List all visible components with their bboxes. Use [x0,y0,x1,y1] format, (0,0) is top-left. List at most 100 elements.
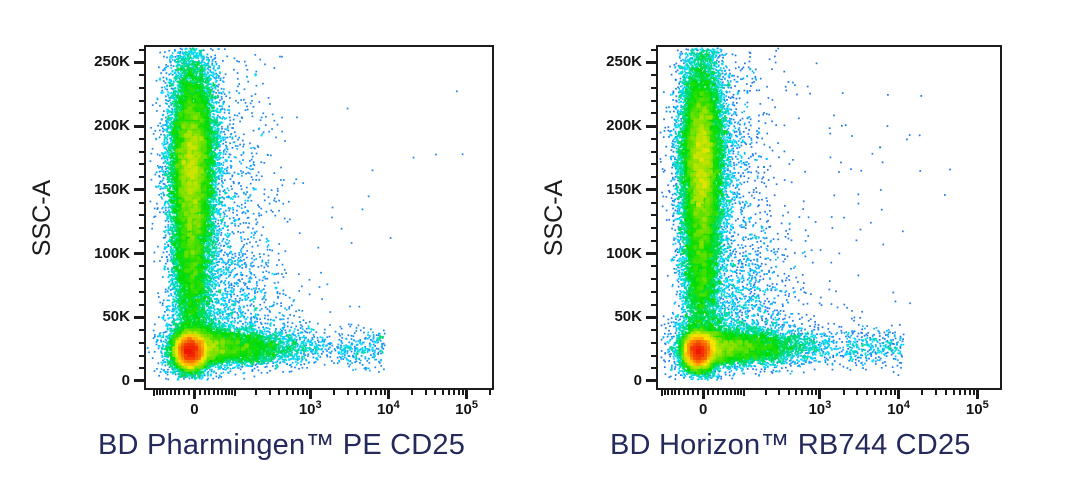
x-minor-tick [737,390,740,395]
y-minor-tick [651,367,656,370]
x-minor-tick [707,390,710,395]
x-minor-tick [964,390,967,395]
y-minor-tick [139,86,144,89]
y-minor-tick [651,290,656,293]
y-major-tick [134,252,144,256]
x-minor-tick [346,390,349,395]
y-minor-tick [651,329,656,332]
x-minor-tick [687,390,690,395]
x-mid-tick [660,390,663,396]
x-minor-tick [375,390,378,395]
plot-frame [656,45,1002,390]
x-minor-tick [379,390,382,395]
y-minor-tick [651,239,656,242]
x-minor-tick [670,390,673,395]
y-tick-label: 0 [121,371,130,389]
x-mid-tick [743,390,746,396]
x-tick-label: 0 [190,401,199,418]
x-minor-tick [921,390,924,395]
x-minor-tick [889,390,892,395]
y-minor-tick [651,278,656,281]
x-minor-tick [155,390,158,395]
x-minor-tick [332,390,335,395]
x-minor-tick [461,390,464,395]
x-minor-tick [712,390,715,395]
density-scatter-canvas [146,47,492,388]
x-minor-tick [169,390,172,395]
x-axis-title: BD Horizon™ RB744 CD25 [610,429,971,461]
x-minor-tick [278,390,281,395]
y-minor-tick [139,201,144,204]
x-minor-tick [691,390,694,395]
x-tick-label: 103 [808,399,832,418]
x-axis-title: BD Pharmingen™ PE CD25 [98,429,466,461]
x-tick-label: 103 [298,399,322,418]
x-minor-tick [806,390,809,395]
y-tick-label: 200K [94,117,130,135]
x-major-tick [701,390,705,399]
x-minor-tick [667,390,670,395]
x-minor-tick [856,390,859,395]
y-minor-tick [139,99,144,102]
y-major-tick [646,60,656,64]
x-minor-tick [231,390,234,395]
y-minor-tick [139,265,144,268]
x-minor-tick [663,390,666,395]
y-minor-tick [139,303,144,306]
y-minor-tick [139,290,144,293]
x-minor-tick [726,390,729,395]
y-major-tick [646,124,656,128]
y-minor-tick [651,341,656,344]
x-minor-tick [958,390,961,395]
x-minor-tick [217,390,220,395]
y-minor-tick [651,150,656,153]
x-minor-tick [778,390,781,395]
x-major-tick [308,390,312,399]
x-minor-tick [188,390,191,395]
y-minor-tick [651,86,656,89]
x-minor-tick [842,390,845,395]
x-major-tick [386,390,390,399]
x-minor-tick [453,390,456,395]
x-minor-tick [356,390,359,395]
x-minor-tick [489,390,492,395]
x-minor-tick [740,390,743,395]
y-minor-tick [139,329,144,332]
y-minor-tick [139,354,144,357]
y-tick-label: 250K [606,53,642,71]
x-major-tick [975,390,979,399]
x-minor-tick [448,390,451,395]
x-minor-tick [255,390,258,395]
x-minor-tick [730,390,733,395]
x-tick-exponent: 3 [825,399,832,411]
y-minor-tick [139,163,144,166]
y-minor-tick [139,112,144,115]
plot-frame [144,45,494,390]
x-tick-exponent: 5 [982,399,989,411]
y-minor-tick [139,278,144,281]
x-minor-tick [221,390,224,395]
x-minor-tick [434,390,437,395]
x-minor-tick [787,390,790,395]
x-tick-exponent: 3 [315,399,322,411]
x-minor-tick [268,390,271,395]
x-minor-tick [717,390,720,395]
x-major-tick [192,390,196,399]
x-minor-tick [158,390,161,395]
x-minor-tick [866,390,869,395]
y-minor-tick [139,227,144,230]
y-major-tick [134,60,144,64]
x-minor-tick [165,390,168,395]
y-minor-tick [139,214,144,217]
y-tick-label: 150K [94,180,130,198]
y-minor-tick [651,303,656,306]
y-tick-label: 50K [102,308,130,326]
x-tick-label: 105 [455,399,478,418]
x-minor-tick [885,390,888,395]
y-minor-tick [651,112,656,115]
y-minor-tick [139,176,144,179]
x-tick-label: 0 [698,401,708,418]
